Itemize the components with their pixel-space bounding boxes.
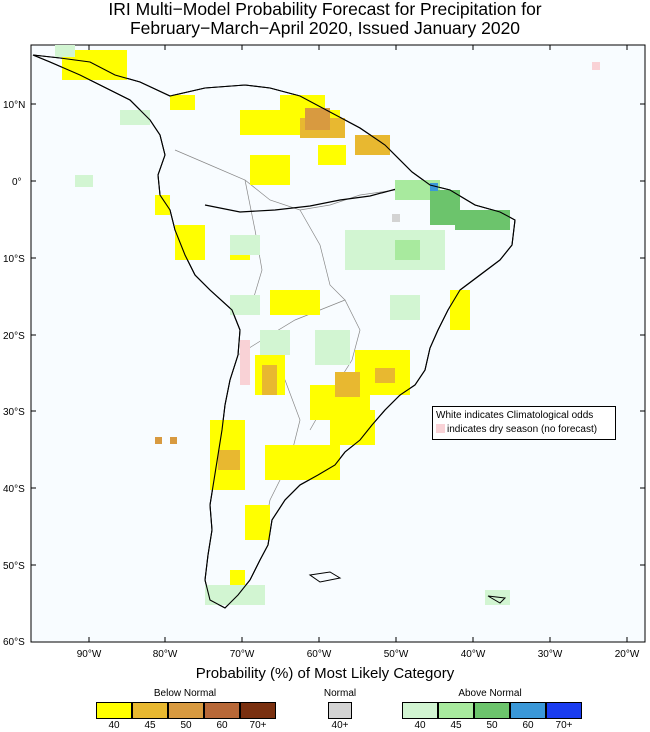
above-normal-label: Above Normal [458,688,522,699]
lon-label: 20°W [615,649,640,660]
above-normal-swatch [402,702,438,719]
south-georgia-outline [487,595,507,604]
above-normal-50-regions [430,190,510,230]
lon-label: 70°W [230,649,255,660]
below-normal-swatch [204,702,240,719]
normal-swatch [328,702,352,719]
note-line-1: White indicates Climatological odds [436,410,594,421]
lon-label: 60°W [307,649,332,660]
note-line-2: indicates dry season (no forecast) [447,424,598,435]
lon-label: 30°W [538,649,563,660]
lat-label: 10°S [3,254,25,265]
normal-regions [392,214,400,222]
lat-label: 20°S [3,331,25,342]
above-normal-tick: 70+ [555,720,573,731]
lat-label: 10°N [3,100,25,111]
above-normal-swatch [438,702,474,719]
dry-season-regions [240,62,600,385]
normal-label: Normal [323,688,357,699]
amazon-river [204,187,401,213]
above-normal-swatch [510,702,546,719]
above-normal-tick: 45 [450,720,462,731]
below-normal-swatch [240,702,276,719]
dry-season-swatch [436,424,445,433]
lon-label: 50°W [384,649,409,660]
above-normal-40-regions [55,45,510,605]
below-normal-tick: 40 [108,720,120,731]
below-normal-swatch [168,702,204,719]
legend-title: Probability (%) of Most Likely Category [195,665,455,682]
falklands-outline [308,571,342,583]
above-normal-45-regions [395,180,440,260]
lon-label: 80°W [153,649,178,660]
lon-ticks [88,45,628,642]
above-normal-tick: 50 [486,720,498,731]
above-normal-tick: 40 [414,720,426,731]
lat-ticks [31,103,645,566]
lon-label: 90°W [77,649,102,660]
map-title: IRI Multi−Model Probability Forecast for… [0,0,650,38]
lat-label: 40°S [3,484,25,495]
lat-label: 60°S [3,637,25,648]
below-normal-tick: 50 [180,720,192,731]
title-line-1: IRI Multi−Model Probability Forecast for… [108,0,542,19]
below-normal-tick: 70+ [249,720,267,731]
lat-label: 50°S [3,561,25,572]
below-normal-tick: 60 [216,720,228,731]
below-normal-tick: 45 [144,720,156,731]
below-normal-swatch [132,702,168,719]
lat-label: 0° [12,177,22,188]
above-normal-swatch [474,702,510,719]
above-normal-tick: 60 [522,720,534,731]
below-normal-swatch [96,702,132,719]
legend-note: White indicates Climatological odds indi… [432,406,616,440]
title-line-2: February−March−April 2020, Issued Januar… [129,18,521,38]
above-normal-swatch [546,702,582,719]
lon-label: 40°W [461,649,486,660]
below-normal-50-regions [155,108,330,444]
below-normal-label: Below Normal [153,688,217,699]
normal-tick: 40+ [331,720,349,731]
lat-label: 30°S [3,407,25,418]
above-normal-60-regions [430,183,438,191]
